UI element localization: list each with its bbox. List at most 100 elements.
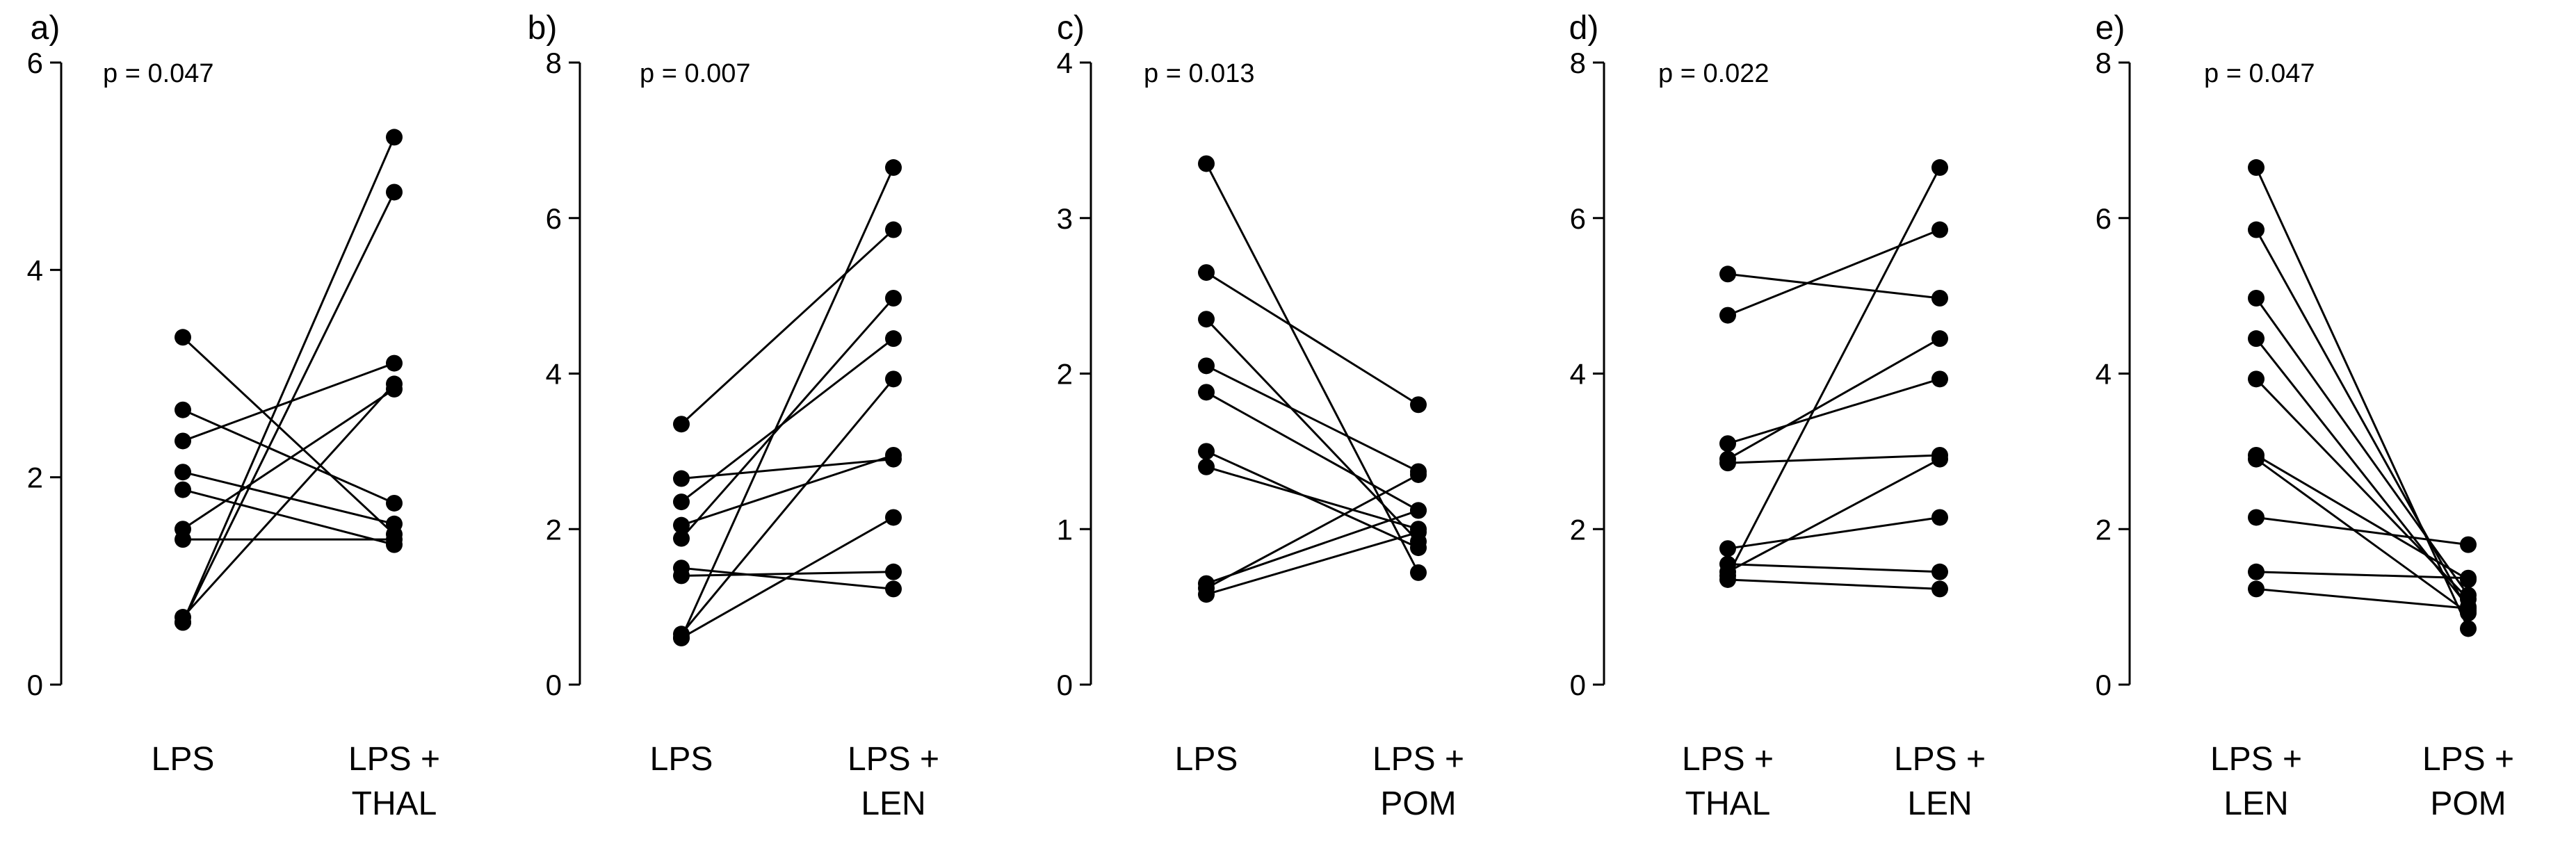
data-point [1719, 266, 1736, 283]
pair-line [681, 458, 894, 480]
category-label-line: LPS + [848, 741, 939, 778]
data-point [1198, 264, 1215, 281]
data-point [1719, 540, 1736, 557]
data-point [2248, 563, 2265, 580]
data-point [175, 614, 191, 631]
data-point [1931, 370, 1948, 388]
data-point [2248, 289, 2265, 307]
data-point [1198, 357, 1215, 375]
y-tick-label: 2 [1570, 513, 1586, 546]
pair-line [1205, 318, 1420, 543]
data-point [386, 129, 403, 146]
y-tick-label: 2 [1057, 358, 1073, 391]
data-point [2460, 569, 2477, 587]
data-point [2460, 600, 2477, 617]
data-point [1719, 571, 1736, 588]
y-tick-label: 0 [1570, 669, 1586, 701]
data-point [1719, 307, 1736, 324]
category-label-line: LPS + [1894, 741, 1986, 778]
category-label: LPS + POM [1372, 741, 1464, 822]
pair-line [182, 388, 395, 530]
data-point [2248, 330, 2265, 348]
data-point [673, 530, 690, 547]
data-point [885, 563, 902, 580]
data-point [1719, 435, 1736, 452]
category-label-line: LPS [152, 741, 215, 778]
data-point [673, 416, 690, 433]
data-point [885, 289, 902, 307]
data-point [1198, 458, 1215, 475]
data-point [2248, 450, 2265, 468]
data-point [175, 481, 191, 498]
data-point [1410, 539, 1427, 557]
pair-line [681, 337, 894, 503]
data-point [175, 432, 191, 450]
category-label-line: LPS + [1372, 741, 1464, 778]
y-tick-label: 4 [1570, 358, 1586, 391]
pair-line [2255, 167, 2470, 630]
p-value-annotation: p = 0.047 [2204, 59, 2315, 88]
data-point [175, 329, 191, 346]
category-label: LPS + LEN [2210, 741, 2302, 822]
category-label-line: POM [1380, 785, 1456, 822]
pair-line [1727, 458, 1941, 573]
category-label-line: LEN [861, 785, 925, 822]
data-point [2460, 620, 2477, 637]
pair-line [181, 191, 396, 623]
y-tick-label: 0 [1057, 669, 1073, 701]
pair-line [182, 489, 395, 546]
panel-letter: d) [1569, 10, 1599, 47]
pair-line [1727, 337, 1941, 460]
data-point [673, 629, 690, 646]
pair-line [681, 454, 894, 527]
category-label-line: LPS [1175, 741, 1238, 778]
data-point [2460, 536, 2477, 553]
data-point [2248, 159, 2265, 177]
y-tick-label: 8 [1570, 47, 1586, 79]
y-tick-label: 3 [1057, 202, 1073, 235]
pair-line [681, 571, 894, 577]
data-point [1198, 443, 1215, 460]
pair-line [1727, 272, 1941, 300]
data-point [1931, 330, 1948, 348]
data-point [673, 567, 690, 585]
y-tick-label: 2 [546, 513, 562, 546]
data-point [1931, 221, 1948, 238]
pair-line [1206, 531, 1419, 596]
data-point [1931, 450, 1948, 468]
data-point [1719, 455, 1736, 472]
data-point [2248, 221, 2265, 238]
category-label-line: LPS + [2210, 741, 2302, 778]
y-tick-label: 6 [546, 202, 562, 235]
data-point [2248, 509, 2265, 526]
y-tick-label: 8 [546, 47, 562, 79]
data-point [885, 159, 902, 177]
panel-2: 0 2 4 6 8b) p = 0.007 LPS LPS + LEN [528, 10, 939, 822]
data-point [1198, 384, 1215, 401]
pair-line [1727, 229, 1941, 316]
pair-line [181, 136, 396, 623]
category-label: LPS + LEN [1894, 741, 1986, 822]
category-label: LPS + POM [2422, 741, 2514, 822]
y-tick-label: 2 [27, 462, 43, 494]
category-label-line: LPS + [2422, 741, 2514, 778]
category-label-line: LEN [2223, 785, 2288, 822]
category-label-line: POM [2430, 785, 2506, 822]
data-point [175, 401, 191, 418]
pair-line [1205, 163, 1420, 573]
p-value-annotation: p = 0.013 [1144, 59, 1255, 88]
data-point [175, 464, 191, 481]
data-point [386, 515, 403, 532]
pair-line [1206, 450, 1419, 549]
p-value-annotation: p = 0.022 [1658, 59, 1769, 88]
y-tick-label: 6 [27, 47, 43, 79]
panel-letter: b) [528, 10, 558, 47]
panel-letter: a) [31, 10, 60, 47]
data-point [1410, 502, 1427, 519]
pair-line [1206, 364, 1419, 473]
data-point [1931, 159, 1948, 177]
panel-4: 0 2 4 6 8d) p = 0.022 LPS + THAL LPS + LEN [1569, 10, 1986, 822]
pair-line [2255, 297, 2470, 596]
data-point [1198, 311, 1215, 328]
pair-line [1206, 509, 1419, 585]
